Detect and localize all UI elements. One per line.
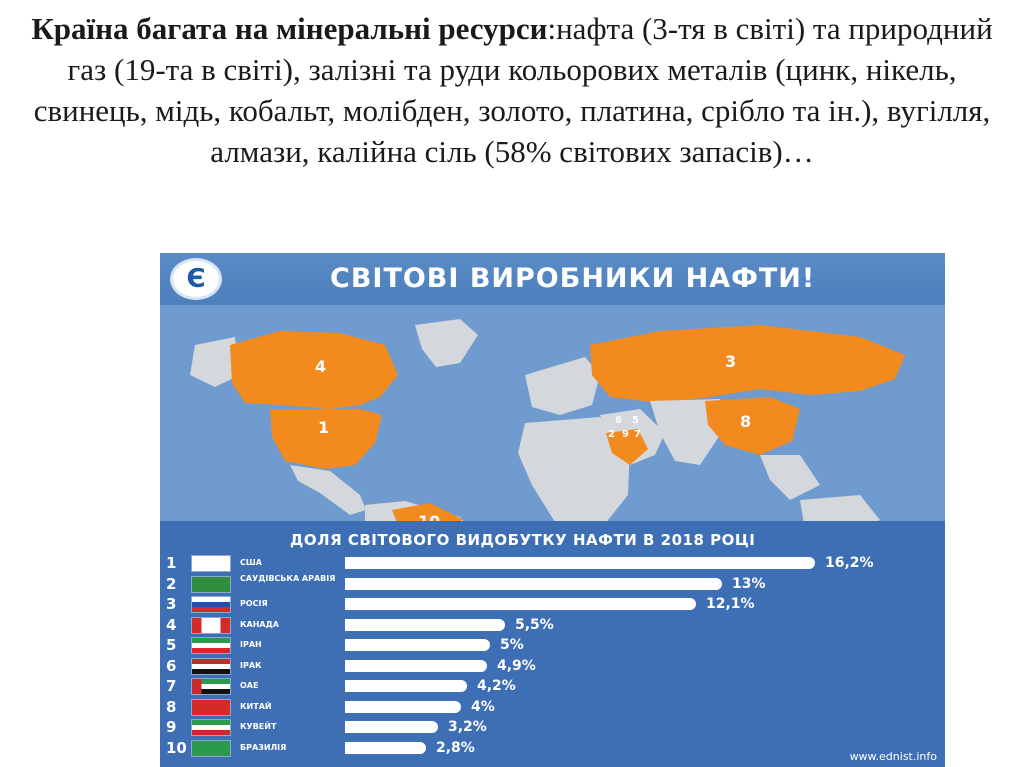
asia-south-shape — [650, 399, 720, 465]
chart-rank-label: 1 — [166, 554, 177, 572]
chart-rank-label: 8 — [166, 697, 177, 716]
saudi-arabia-shape — [606, 429, 648, 465]
country-flag-icon — [192, 658, 230, 674]
chart-bar — [345, 557, 815, 569]
chart-category-label: КУВЕЙТ — [240, 722, 277, 731]
chart-rank-label: 9 — [166, 718, 177, 736]
map-label-uae: 7 — [634, 429, 641, 440]
world-map-svg: 4 1 3 8 10 6 5 2 9 7 — [190, 319, 905, 530]
infographic-title: СВІТОВІ ВИРОБНИКИ НАФТИ! — [330, 263, 816, 294]
country-flag-icon — [192, 556, 230, 571]
russia-shape — [590, 325, 905, 403]
country-flag-icon — [192, 576, 230, 592]
greenland-shape — [415, 319, 478, 367]
map-label-iran: 5 — [632, 415, 639, 426]
chart-rank-label: 6 — [166, 656, 177, 675]
chart-rank-label: 10 — [166, 738, 187, 757]
map-label-russia: 3 — [725, 352, 736, 371]
europe-shape — [525, 357, 600, 415]
chart-bar — [345, 741, 426, 754]
map-label-saudi: 2 — [608, 429, 615, 440]
chart-bar — [345, 680, 467, 692]
chart-value-label: 4,9% — [497, 657, 536, 674]
chart-value-label: 16,2% — [825, 555, 874, 571]
chart-rank-label: 3 — [166, 595, 177, 613]
chart-category-label: БРАЗИЛІЯ — [240, 742, 287, 752]
chart-bar — [345, 577, 722, 590]
chart-category-label: ІРАН — [240, 640, 262, 649]
chart-rank-label: 2 — [166, 574, 177, 593]
canada-shape — [230, 331, 398, 409]
chart-row: 2 САУДІВСЬКА АРАВІЯ 13% — [160, 574, 945, 594]
chart-category-label: США — [240, 558, 262, 567]
country-flag-icon — [192, 638, 230, 653]
chart-row: 8 КИТАЙ 4% — [160, 697, 945, 717]
world-map: 4 1 3 8 10 6 5 2 9 7 — [160, 305, 945, 530]
chart-category-label: ІРАК — [240, 660, 262, 670]
chart-rank-label: 7 — [166, 677, 177, 695]
chart-value-label: 3,2% — [448, 719, 487, 735]
chart-rank-label: 5 — [166, 636, 177, 654]
chart-value-label: 4% — [471, 698, 495, 715]
map-label-china: 8 — [740, 412, 751, 431]
chart-row: 1 США 16,2% — [160, 553, 945, 573]
map-label-canada: 4 — [315, 357, 326, 376]
central-america-shape — [290, 465, 366, 515]
ednist-logo: Є — [170, 258, 222, 300]
source-url: www.ednist.info — [849, 750, 937, 763]
slide-paragraph: Країна багата на мінеральні ресурси:нафт… — [10, 8, 1014, 172]
logo-glyph: Є — [186, 264, 206, 294]
chart-row: 6 ІРАК 4,9% — [160, 656, 945, 676]
usa-shape — [270, 409, 382, 469]
country-flag-icon — [192, 679, 230, 694]
country-flag-icon — [192, 597, 230, 612]
alaska-shape — [190, 337, 240, 387]
africa-shape — [518, 417, 630, 530]
map-label-kuwait: 9 — [622, 429, 629, 440]
slide-rest-text: :нафта (3-тя в світі) та природний газ (… — [33, 11, 993, 169]
chart-bar — [345, 721, 438, 733]
chart-bar — [345, 618, 505, 631]
chart-value-label: 12,1% — [706, 596, 755, 612]
chart-row: 5 ІРАН 5% — [160, 635, 945, 655]
oil-producers-infographic: Є СВІТОВІ ВИРОБНИКИ НАФТИ! — [160, 253, 945, 767]
southeast-asia-shape — [760, 455, 820, 500]
chart-category-label: КИТАЙ — [240, 701, 272, 711]
country-flag-icon — [192, 699, 230, 715]
chart-row: 3 РОСІЯ 12,1% — [160, 594, 945, 614]
chart-bar — [345, 639, 490, 651]
slide-bold-text: Країна багата на мінеральні ресурси — [31, 11, 548, 46]
map-label-usa: 1 — [318, 418, 329, 437]
chart-value-label: 5% — [500, 637, 524, 653]
chart-rank-label: 4 — [166, 615, 177, 634]
chart-title: ДОЛЯ СВІТОВОГО ВИДОБУТКУ НАФТИ В 2018 РО… — [290, 531, 756, 549]
chart-category-label: РОСІЯ — [240, 599, 268, 608]
chart-bar — [345, 659, 487, 672]
chart-category-label: КАНАДА — [240, 619, 279, 629]
chart-row: 10 БРАЗИЛІЯ 2,8% — [160, 738, 945, 758]
chart-bar — [345, 700, 461, 713]
chart-value-label: 13% — [732, 575, 766, 592]
oil-share-chart: ДОЛЯ СВІТОВОГО ВИДОБУТКУ НАФТИ В 2018 РО… — [160, 521, 945, 767]
chart-category-label: САУДІВСЬКА АРАВІЯ — [240, 573, 336, 583]
map-label-iraq: 6 — [615, 415, 622, 426]
country-flag-icon — [192, 740, 230, 756]
china-shape — [705, 397, 800, 455]
country-flag-icon — [192, 720, 230, 735]
chart-value-label: 5,5% — [515, 616, 554, 633]
chart-category-label: ОАЕ — [240, 681, 259, 690]
chart-value-label: 4,2% — [477, 678, 516, 694]
chart-row: 7 ОАЕ 4,2% — [160, 676, 945, 696]
chart-value-label: 2,8% — [436, 739, 475, 756]
country-flag-icon — [192, 617, 230, 633]
chart-bar — [345, 598, 696, 610]
infographic-header: Є СВІТОВІ ВИРОБНИКИ НАФТИ! — [160, 253, 945, 305]
chart-row: 9 КУВЕЙТ 3,2% — [160, 717, 945, 737]
chart-row: 4 КАНАДА 5,5% — [160, 615, 945, 635]
